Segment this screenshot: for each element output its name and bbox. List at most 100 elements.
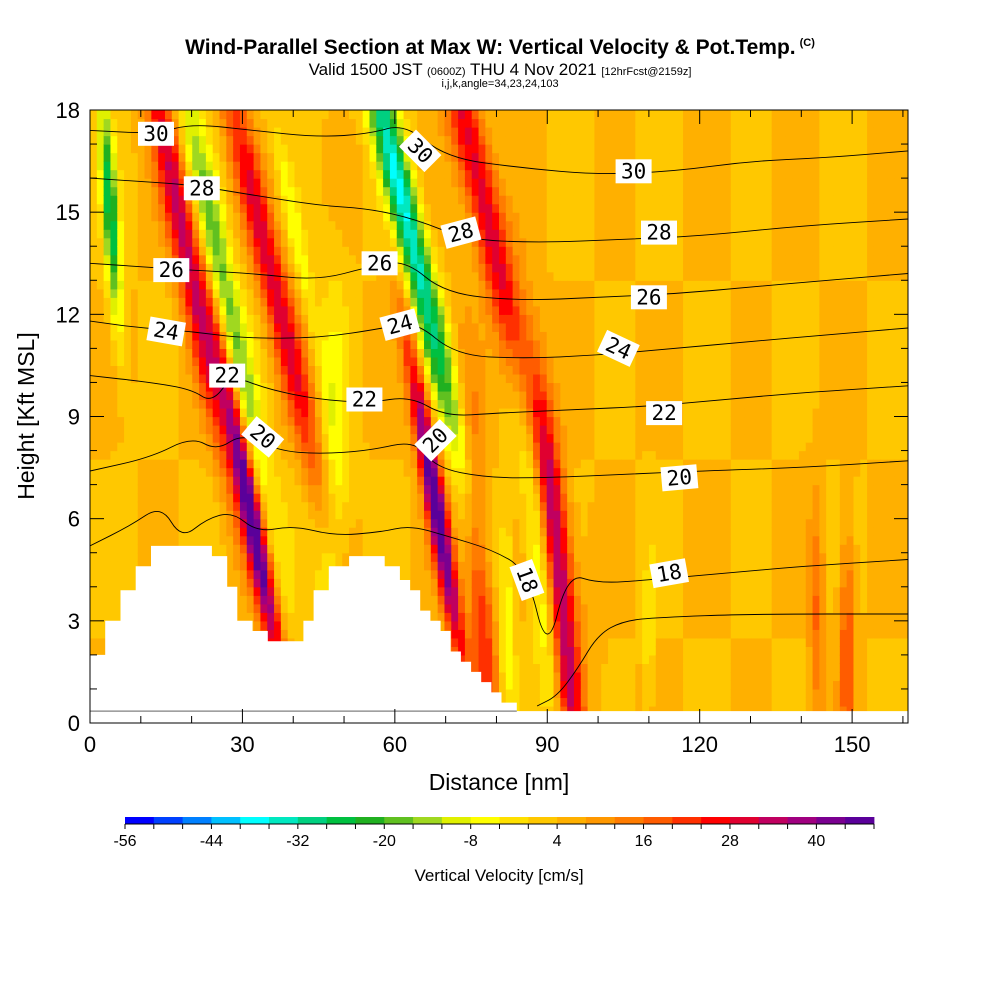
velocity-cell bbox=[314, 425, 323, 435]
velocity-cell bbox=[212, 135, 221, 145]
velocity-cell bbox=[369, 339, 377, 349]
velocity-cell bbox=[164, 450, 173, 460]
velocity-cell bbox=[478, 356, 486, 367]
velocity-cell bbox=[124, 484, 132, 494]
velocity-cell bbox=[546, 314, 555, 324]
velocity-cell bbox=[451, 603, 459, 613]
velocity-cell bbox=[471, 476, 480, 486]
velocity-cell bbox=[314, 288, 323, 298]
velocity-cell bbox=[90, 629, 98, 639]
velocity-cell bbox=[328, 561, 336, 571]
velocity-cell bbox=[485, 493, 493, 503]
velocity-cell bbox=[321, 305, 330, 315]
velocity-cell bbox=[96, 527, 105, 537]
velocity-cell bbox=[553, 620, 561, 630]
velocity-cell bbox=[505, 212, 514, 222]
velocity-cell bbox=[110, 390, 118, 401]
velocity-cell bbox=[253, 586, 262, 596]
velocity-cell bbox=[519, 288, 527, 298]
velocity-cell bbox=[144, 348, 152, 358]
velocity-cell bbox=[280, 603, 289, 613]
velocity-cell bbox=[492, 510, 500, 520]
velocity-cell bbox=[349, 263, 357, 273]
velocity-cell bbox=[328, 433, 336, 443]
velocity-cell bbox=[192, 356, 200, 367]
velocity-cell bbox=[96, 144, 105, 154]
velocity-cell bbox=[458, 356, 466, 367]
velocity-cell bbox=[464, 544, 473, 554]
velocity-cell bbox=[130, 467, 139, 477]
velocity-cell bbox=[185, 314, 193, 324]
velocity-cell bbox=[410, 399, 418, 409]
velocity-cell bbox=[110, 152, 118, 162]
velocity-cell bbox=[451, 135, 459, 145]
velocity-cell bbox=[451, 271, 459, 281]
velocity-cell bbox=[485, 382, 493, 392]
velocity-cell bbox=[96, 476, 105, 486]
velocity-cell bbox=[546, 697, 555, 707]
velocity-cell bbox=[485, 297, 493, 307]
velocity-cell bbox=[280, 288, 289, 298]
velocity-cell bbox=[233, 195, 241, 205]
velocity-cell bbox=[233, 237, 241, 247]
velocity-cell bbox=[158, 399, 166, 409]
velocity-cell bbox=[90, 612, 98, 622]
velocity-cell bbox=[144, 152, 152, 162]
velocity-cell bbox=[130, 527, 139, 537]
velocity-cell bbox=[260, 161, 268, 171]
velocity-cell bbox=[546, 671, 555, 682]
velocity-cell bbox=[226, 178, 234, 188]
velocity-cell bbox=[505, 297, 514, 307]
velocity-cell bbox=[546, 544, 555, 554]
forecast-info: [12hrFcst@2159z] bbox=[601, 66, 692, 78]
velocity-cell bbox=[362, 110, 371, 120]
velocity-cell bbox=[130, 382, 139, 392]
velocity-cell bbox=[546, 527, 555, 537]
velocity-cell bbox=[164, 246, 173, 256]
velocity-cell bbox=[308, 203, 316, 213]
velocity-cell bbox=[137, 425, 146, 435]
velocity-cell bbox=[512, 110, 521, 120]
velocity-cell bbox=[362, 459, 371, 469]
velocity-cell bbox=[389, 220, 398, 230]
velocity-cell bbox=[287, 305, 296, 315]
velocity-cell bbox=[410, 382, 418, 392]
velocity-cell bbox=[239, 459, 248, 469]
velocity-cell bbox=[335, 373, 343, 384]
velocity-cell bbox=[90, 373, 98, 384]
velocity-cell bbox=[505, 186, 514, 196]
velocity-cell bbox=[519, 476, 527, 486]
velocity-cell bbox=[444, 518, 452, 528]
velocity-cell bbox=[342, 467, 350, 477]
velocity-cell bbox=[376, 212, 384, 222]
velocity-cell bbox=[451, 373, 459, 384]
velocity-cell bbox=[328, 467, 336, 477]
velocity-cell bbox=[499, 331, 507, 341]
velocity-cell bbox=[553, 705, 561, 716]
velocity-cell bbox=[301, 186, 309, 196]
velocity-cell bbox=[451, 322, 459, 332]
velocity-cell bbox=[519, 654, 527, 664]
velocity-cell bbox=[349, 518, 357, 528]
velocity-cell bbox=[246, 314, 255, 324]
velocity-cell bbox=[451, 178, 459, 188]
velocity-cell bbox=[137, 288, 146, 298]
velocity-cell bbox=[458, 595, 466, 605]
velocity-cell bbox=[267, 629, 275, 639]
velocity-cell bbox=[396, 356, 405, 367]
velocity-cell bbox=[471, 433, 480, 443]
velocity-cell bbox=[253, 195, 262, 205]
velocity-cell bbox=[478, 254, 486, 264]
velocity-cell bbox=[137, 254, 146, 264]
velocity-cell bbox=[239, 110, 248, 120]
velocity-cell bbox=[546, 646, 555, 656]
velocity-cell bbox=[164, 390, 173, 401]
velocity-cell bbox=[526, 407, 534, 418]
velocity-cell bbox=[144, 178, 152, 188]
velocity-cell bbox=[253, 467, 262, 477]
velocity-cell bbox=[110, 612, 118, 622]
velocity-cell bbox=[192, 390, 200, 401]
velocity-cell bbox=[328, 484, 336, 494]
velocity-cell bbox=[505, 561, 514, 571]
velocity-cell bbox=[335, 518, 343, 528]
